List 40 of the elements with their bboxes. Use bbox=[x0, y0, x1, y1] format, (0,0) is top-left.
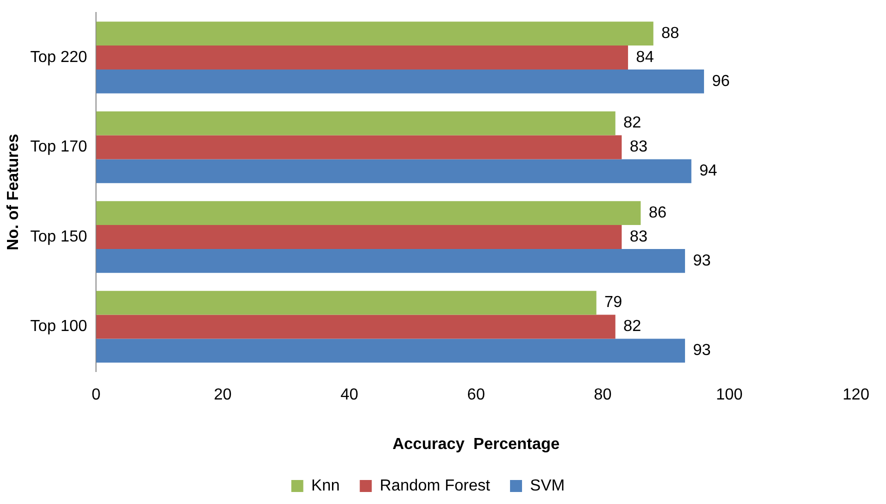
data-label: 88 bbox=[661, 24, 680, 42]
data-label: 93 bbox=[693, 342, 711, 360]
bar bbox=[96, 248, 686, 273]
x-tick-label: 0 bbox=[92, 386, 101, 404]
x-tick-label: 40 bbox=[340, 386, 358, 404]
legend-label: SVM bbox=[530, 477, 565, 494]
bar bbox=[96, 69, 704, 94]
data-label: 93 bbox=[693, 252, 711, 270]
x-tick-label: 100 bbox=[716, 386, 743, 404]
bar bbox=[96, 338, 686, 363]
data-label: 86 bbox=[648, 204, 667, 222]
bar bbox=[96, 225, 622, 249]
data-label: 96 bbox=[712, 72, 730, 90]
y-tick-label: Top 100 bbox=[30, 318, 88, 336]
bar bbox=[96, 46, 628, 70]
bar bbox=[96, 111, 616, 136]
data-label: 82 bbox=[623, 318, 642, 336]
legend-label: Knn bbox=[311, 477, 340, 494]
bar bbox=[96, 314, 616, 339]
data-label: 83 bbox=[630, 138, 648, 156]
bar bbox=[96, 135, 622, 160]
y-tick-label: Top 220 bbox=[30, 48, 88, 66]
bar bbox=[96, 22, 654, 46]
y-tick-label: Top 150 bbox=[30, 228, 88, 246]
data-label: 94 bbox=[699, 162, 718, 180]
x-tick-label: 60 bbox=[467, 386, 486, 404]
x-axis-title: Accuracy Percentage bbox=[392, 436, 560, 453]
bar bbox=[96, 201, 641, 226]
y-tick-label: Top 170 bbox=[30, 138, 88, 156]
data-label: 84 bbox=[636, 48, 654, 66]
x-tick-label: 120 bbox=[842, 386, 870, 404]
y-axis-title: No. of Features bbox=[5, 134, 22, 250]
data-label: 82 bbox=[623, 114, 642, 132]
bar bbox=[96, 290, 596, 315]
x-tick-label: 80 bbox=[594, 386, 612, 404]
data-label: 79 bbox=[604, 294, 622, 312]
legend-label: Random Forest bbox=[380, 477, 491, 494]
data-label: 83 bbox=[630, 228, 648, 246]
bar bbox=[96, 159, 692, 184]
x-tick-label: 20 bbox=[214, 386, 232, 404]
